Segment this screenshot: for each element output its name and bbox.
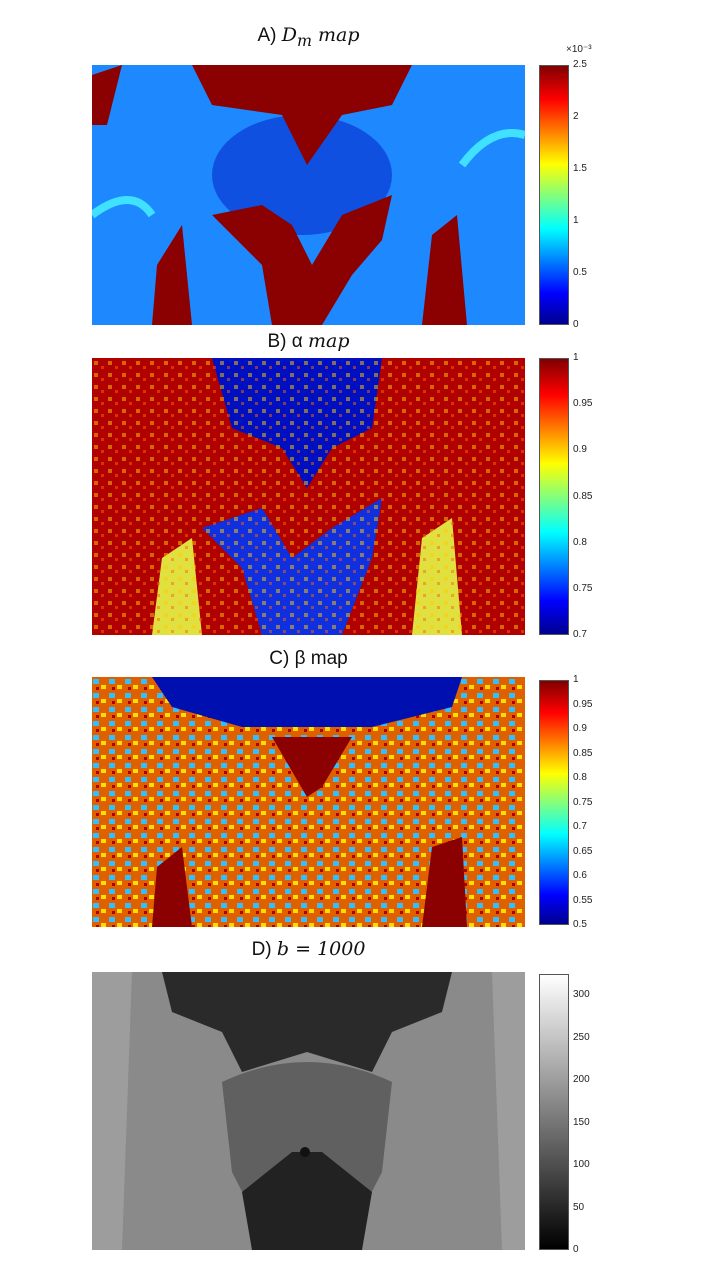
colorbar-tick-label: 2 xyxy=(573,111,579,122)
colorbar-tick-label: 0.8 xyxy=(573,772,587,783)
colorbar-tick-label: 0.6 xyxy=(573,870,587,881)
colorbar-tick-label: 1 xyxy=(573,674,579,685)
alpha-map-image xyxy=(92,358,525,635)
colorbar-tick-label: 50 xyxy=(573,1201,585,1213)
dm-map-image xyxy=(92,65,525,325)
colorbar-tick-label: 0.5 xyxy=(573,919,587,930)
colorbar-c xyxy=(539,680,569,925)
colorbar-tick-label: 0.7 xyxy=(573,629,587,640)
b1000-image xyxy=(92,972,525,1250)
colorbar-tick-label: 0 xyxy=(573,319,579,330)
colorbar-tick-label: 0.95 xyxy=(573,398,593,410)
panel-a-title: A) Dm map xyxy=(257,24,360,50)
colorbar-tick-label: 0.85 xyxy=(573,747,593,759)
panel-b-title: B) α map xyxy=(267,330,350,352)
colorbar-tick-label: 0.65 xyxy=(573,845,593,857)
colorbar-tick-label: 100 xyxy=(573,1159,590,1171)
colorbar-tick-label: 2.5 xyxy=(573,59,587,70)
colorbar-tick-label: 1 xyxy=(573,352,579,363)
colorbar-tick-label: 0.5 xyxy=(573,267,587,278)
colorbar-b xyxy=(539,358,569,635)
colorbar-tick-label: 300 xyxy=(573,989,590,1001)
colorbar-tick-label: 0.95 xyxy=(573,698,593,710)
colorbar-tick-label: 0.9 xyxy=(573,723,587,734)
colorbar-tick-label: 0.7 xyxy=(573,821,587,832)
colorbar-tick-label: 1.5 xyxy=(573,163,587,174)
colorbar-d xyxy=(539,974,569,1250)
colorbar-tick-label: 0.75 xyxy=(573,796,593,808)
panel-c-title: C) β map xyxy=(269,648,348,669)
colorbar-tick-label: 0.85 xyxy=(573,490,593,502)
colorbar-tick-label: 1 xyxy=(573,215,579,226)
colorbar-tick-label: 250 xyxy=(573,1031,590,1043)
colorbar-tick-label: 150 xyxy=(573,1116,590,1128)
colorbar-tick-label: 0.8 xyxy=(573,536,587,548)
colorbar-a-multiplier: ×10⁻³ xyxy=(566,44,592,55)
colorbar-tick-label: 0.75 xyxy=(573,582,593,594)
panel-d-title: D) b = 1000 xyxy=(251,938,366,960)
colorbar-tick-label: 0 xyxy=(573,1244,579,1255)
colorbar-tick-label: 0.55 xyxy=(573,894,593,906)
colorbar-tick-label: 0.9 xyxy=(573,444,587,456)
colorbar-a xyxy=(539,65,569,325)
beta-map-image xyxy=(92,677,525,927)
colorbar-tick-label: 200 xyxy=(573,1074,590,1086)
